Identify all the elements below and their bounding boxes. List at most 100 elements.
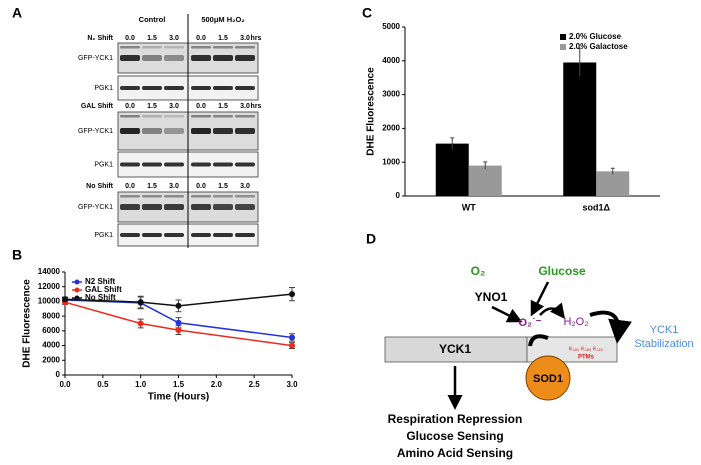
blot-band: [235, 86, 255, 90]
blot-band: [142, 55, 162, 61]
data-point: [137, 299, 144, 306]
blot-band: [191, 195, 211, 198]
data-point: [175, 302, 182, 309]
data-point: [289, 291, 295, 298]
blot-band: [235, 162, 255, 167]
legend-swatch: [560, 34, 566, 40]
condition-label: Control: [139, 15, 166, 24]
blot-band: [142, 86, 162, 90]
x-tick-label: WT: [462, 202, 476, 212]
data-point: [62, 296, 68, 303]
diagram-output: Amino Acid Sensing: [397, 446, 513, 460]
time-label: 3.0: [240, 35, 250, 42]
time-label: 0.0: [125, 183, 135, 190]
y-tick-label: 4000: [42, 341, 60, 350]
diagram-protein: YCK1: [439, 342, 471, 356]
data-point: [137, 320, 144, 327]
panel-label: D: [366, 231, 376, 247]
blot-band: [164, 115, 184, 118]
blot-band: [235, 46, 255, 49]
blot-band: [235, 128, 255, 134]
time-label: 1.5: [147, 103, 157, 110]
diagram-superoxide: O₂˙⁻: [519, 317, 542, 329]
diagram-stabilization: YCK1: [650, 324, 679, 336]
group-label: No Shift: [86, 183, 113, 190]
blot-band: [120, 162, 140, 167]
blot-band: [191, 128, 211, 134]
x-tick-label: 1.5: [173, 380, 185, 389]
arrow: [539, 302, 566, 319]
bar: [596, 171, 630, 196]
y-tick-label: 12000: [38, 282, 61, 291]
x-tick-label: 2.0: [211, 380, 223, 389]
time-label: 3.0: [169, 35, 179, 42]
diagram-o2: O₂: [471, 264, 486, 278]
x-tick-label: 0.5: [97, 380, 109, 389]
time-label: 0.0: [125, 103, 135, 110]
blot-band: [164, 128, 184, 134]
y-tick-label: 0: [56, 370, 61, 379]
diagram-yno1: YNO1: [475, 290, 508, 304]
blot-band: [142, 233, 162, 237]
blot-band: [213, 195, 233, 198]
y-tick-label: 2000: [42, 355, 60, 364]
y-tick-label: 8000: [42, 311, 60, 320]
y-tick-label: 0: [396, 191, 401, 200]
row-label: PGK1: [94, 85, 113, 92]
panel-label: B: [12, 247, 22, 263]
blot-band: [142, 195, 162, 198]
blot-band: [164, 86, 184, 90]
blot-band: [164, 162, 184, 167]
time-label: 3.0: [240, 103, 250, 110]
time-label: 1.5: [147, 35, 157, 42]
blot-band: [120, 115, 140, 118]
blot-band: [191, 55, 211, 61]
blot-band: [213, 46, 233, 49]
y-axis-label: DHE Fluorescence: [366, 67, 377, 156]
y-tick-label: 3000: [382, 90, 400, 99]
legend-swatch: [560, 44, 566, 50]
y-tick-label: 1000: [382, 157, 400, 166]
time-label: 1.5: [147, 183, 157, 190]
panel-label: A: [12, 5, 22, 21]
legend-label: No Shift: [85, 293, 116, 302]
bar: [563, 62, 597, 196]
y-tick-label: 6000: [42, 326, 60, 335]
legend-label: N2 Shift: [85, 277, 116, 286]
data-point: [289, 342, 295, 349]
diagram-glucose: Glucose: [538, 264, 586, 278]
blot-band: [213, 204, 233, 210]
y-tick-label: 14000: [38, 267, 61, 276]
y-tick-label: 10000: [38, 297, 61, 306]
blot-band: [213, 233, 233, 237]
legend-label: GAL Shift: [85, 285, 122, 294]
legend-label: 2.0% Galactose: [569, 42, 628, 51]
time-label: 1.5: [218, 35, 228, 42]
error-bar: [577, 47, 582, 77]
blot-band: [164, 204, 184, 210]
blot-band: [142, 204, 162, 210]
diagram-h2o2: H₂O₂: [563, 316, 588, 328]
group-label: N₂ Shift: [87, 35, 113, 42]
blot-band: [164, 46, 184, 49]
arrow: [589, 310, 632, 344]
blot-band: [213, 115, 233, 118]
blot-band: [235, 195, 255, 198]
blot-band: [164, 233, 184, 237]
blot-band: [191, 46, 211, 49]
row-label: GFP-YCK1: [78, 55, 113, 62]
x-tick-label: sod1Δ: [583, 202, 611, 212]
diagram-ptms: PTMs: [578, 355, 595, 361]
unit-label: hrs: [251, 103, 262, 110]
row-label: PGK1: [94, 232, 113, 239]
bar: [468, 165, 502, 196]
diagram-output: Glucose Sensing: [406, 429, 503, 443]
blot-band: [235, 55, 255, 61]
blot-band: [142, 46, 162, 49]
error-bar: [610, 167, 615, 175]
blot-band: [120, 86, 140, 90]
x-tick-label: 3.0: [286, 380, 298, 389]
blot-band: [213, 162, 233, 167]
blot-band: [235, 115, 255, 118]
time-label: 1.5: [218, 183, 228, 190]
